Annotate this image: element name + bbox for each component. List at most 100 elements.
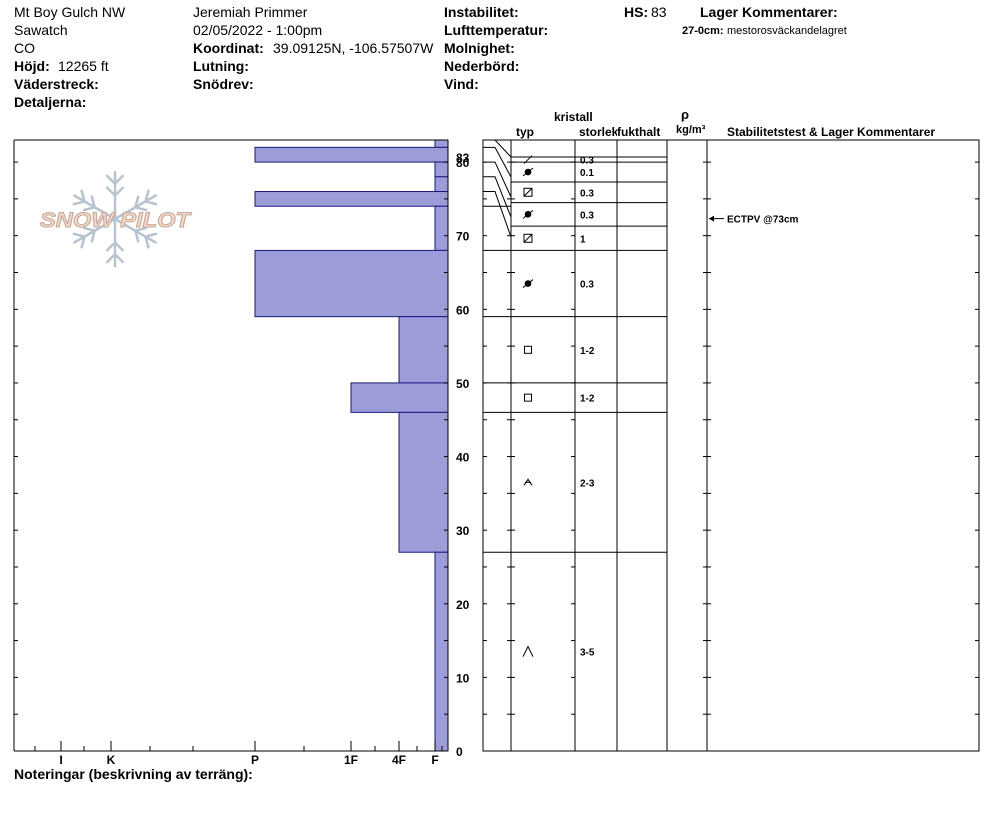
faceted-rounded-icon: [523, 187, 533, 197]
flake-branch: [144, 235, 150, 249]
y-tick-label: 50: [456, 377, 470, 391]
layer-connector: [483, 146, 512, 178]
type-header: typ: [516, 125, 534, 139]
hardness-bar: [434, 176, 449, 193]
flake-branch: [105, 174, 117, 185]
table-frame: [482, 139, 980, 752]
hardness-bar: [434, 205, 449, 251]
precip-label: Nederbörd:: [444, 58, 520, 74]
datetime: 02/05/2022 - 1:00pm: [193, 22, 323, 38]
flake-branch: [144, 189, 150, 203]
flake-branch: [72, 200, 86, 206]
flake-branch: [113, 253, 125, 264]
snowpilot-logo: SNOW PILOT: [40, 170, 193, 268]
sky-label: Molnighet:: [444, 40, 515, 56]
grain-size: 2-3: [580, 478, 595, 489]
hardness-bar: [434, 161, 449, 178]
snowflake-icon: [72, 170, 158, 268]
elevation-label: Höjd:: [14, 58, 50, 74]
grain-size: 1-2: [580, 394, 595, 405]
layer-connector: [483, 191, 512, 238]
layer-comment-range: 27-0cm:: [682, 25, 724, 37]
faceted-rounded-icon: [523, 233, 533, 243]
decomposing-icon: [523, 155, 533, 164]
moisture-header: fukthalt: [617, 125, 661, 139]
aspect-label: Väderstreck:: [14, 76, 99, 92]
flake-branch: [144, 232, 158, 238]
y-tick-label: 60: [456, 303, 470, 317]
elevation-value: 12265 ft: [58, 58, 109, 74]
range: Sawatch: [14, 22, 68, 38]
flake-branch: [134, 226, 148, 232]
surface-hoar-icon: [522, 209, 534, 219]
grain-size: 0.3: [580, 280, 594, 291]
wind-loading-label: Snödrev:: [193, 76, 254, 92]
grain-size: 0.3: [580, 210, 594, 221]
hardness-bar: [254, 146, 449, 163]
density-unit: kg/m³: [676, 124, 706, 136]
grain-size: 0.1: [580, 168, 594, 179]
state: CO: [14, 40, 35, 56]
flake-branch: [113, 174, 125, 185]
hardness-bar: [254, 249, 449, 318]
surface-hoar-icon: [522, 167, 534, 177]
hardness-bar: [398, 316, 449, 384]
test-label: ECTPV @73cm: [727, 215, 799, 226]
layer-table: 0.30.10.30.310.31-21-22-33-5: [482, 139, 980, 752]
grain-size: 3-5: [580, 648, 595, 659]
y-tick-label: 10: [456, 671, 470, 685]
stability-tests: ECTPV @73cm: [709, 215, 799, 226]
hardness-bar: [434, 551, 449, 752]
y-tick-label: 30: [456, 524, 470, 538]
x-tick-label: 1F: [344, 753, 358, 767]
hardness-bar: [350, 382, 449, 413]
faceted-icon: [524, 393, 532, 402]
slope-label: Lutning:: [193, 58, 249, 74]
layer-comments-label: Lager Kommentarer:: [700, 4, 838, 20]
observer: Jeremiah Primmer: [193, 4, 308, 20]
y-tick-label: 80: [456, 156, 470, 170]
flake-branch: [82, 206, 96, 212]
depth-hoar-icon: [522, 645, 534, 657]
y-tick-label: 40: [456, 451, 470, 465]
flake-branch: [80, 235, 86, 249]
details-label: Detaljerna:: [14, 94, 87, 110]
instability-label: Instabilitet:: [444, 4, 519, 20]
x-tick-label: K: [107, 753, 116, 767]
location: Mt Boy Gulch NW: [14, 4, 126, 20]
hs-value: 83: [651, 4, 667, 20]
y-tick-label: 70: [456, 230, 470, 244]
density-rho: ρ: [681, 107, 690, 122]
flake-branch: [80, 189, 86, 203]
faceted-rounded-icon: [523, 187, 533, 197]
layer-connector: [483, 161, 512, 198]
flake-branch: [134, 206, 148, 212]
air-temp-label: Lufttemperatur:: [444, 22, 549, 38]
layer-connector: [483, 176, 512, 218]
grain-size: 1-2: [580, 346, 595, 357]
y-tick-label: 83: [456, 151, 470, 165]
grain-size: 1: [580, 234, 586, 245]
hardness-bar: [254, 191, 449, 207]
layer-connector: [483, 139, 512, 158]
coord-label: Koordinat:: [193, 40, 264, 56]
flake-branch: [105, 186, 117, 197]
test-arrowhead: [709, 215, 714, 222]
grain-size: 0.3: [580, 156, 594, 167]
flake-branch: [90, 195, 96, 209]
x-tick-label: I: [59, 753, 62, 767]
hardness-axis: I K P 1F 4F F: [34, 741, 443, 767]
hardness-bar: [398, 411, 449, 553]
coord-value: 39.09125N, -106.57507W: [273, 40, 434, 56]
hardness-frame: [13, 139, 449, 752]
flake-branch: [105, 253, 117, 264]
x-tick-label: P: [251, 753, 259, 767]
hs-label: HS:: [624, 4, 649, 20]
x-tick-label: F: [431, 753, 438, 767]
layer-comment-text: mestorosväckandelagret: [727, 25, 847, 37]
faceted-rounded-icon: [523, 233, 533, 243]
faceted-icon: [524, 345, 532, 354]
depth-hoar-faceted-icon: [523, 478, 533, 486]
